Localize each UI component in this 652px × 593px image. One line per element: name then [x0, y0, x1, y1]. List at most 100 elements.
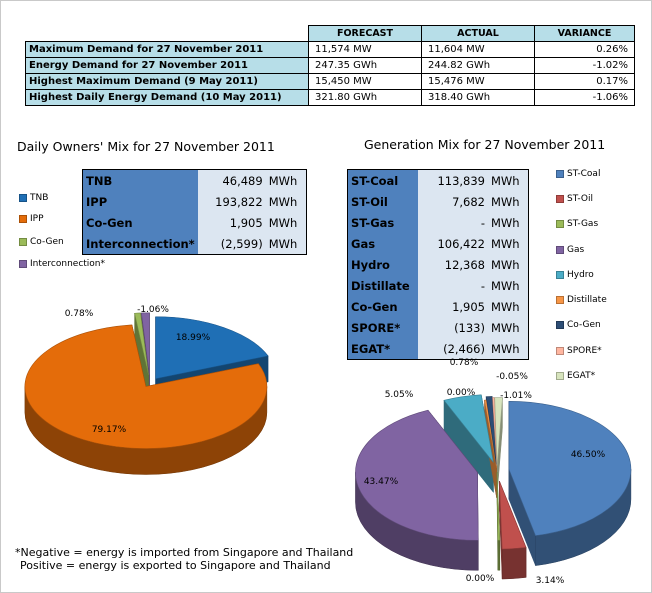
pie-slice-co-gen: [485, 396, 497, 465]
legend-swatch: [556, 371, 564, 380]
owners-mix-table: TNB 46,489 MWh IPP 193,822 MWh Co-Gen 1,905 MW…: [82, 169, 307, 255]
legend-label: Interconnection*: [30, 259, 106, 269]
legend-label: TNB: [30, 193, 49, 203]
legend-item: ST-Oil: [556, 194, 593, 204]
variance-cell: -1.06%: [534, 89, 635, 106]
legend-swatch: [556, 219, 564, 228]
table-row: Highest Daily Energy Demand (10 May 2011…: [25, 89, 635, 106]
table-row: Distillate - MWh: [347, 275, 529, 296]
source-label: ST-Coal: [347, 169, 418, 191]
pie-data-label: 79.17%: [92, 425, 127, 435]
source-unit: MWh: [265, 169, 307, 191]
table-row: TNB 46,489 MWh: [82, 169, 307, 191]
pie-slice-side: [501, 547, 527, 580]
owners-mix-title: Daily Owners' Mix for 27 November 2011: [17, 139, 275, 154]
pie-data-label: 5.05%: [385, 390, 414, 400]
table-row: Hydro 12,368 MWh: [347, 254, 529, 275]
source-label: ST-Gas: [347, 212, 418, 233]
source-label: Co-Gen: [347, 296, 418, 317]
source-value: (2,599): [197, 233, 266, 255]
pie-slice-hydro: [443, 394, 494, 463]
pie-chart-2: 46.50% 3.14% 0.00% 43.47% 5.05% 0.00% 0.78% -0.…: [355, 358, 632, 586]
table-row: IPP 193,822 MWh: [82, 191, 307, 212]
summary-corner: [25, 25, 309, 42]
legend-label: Gas: [567, 245, 585, 255]
source-label: Distillate: [347, 275, 418, 296]
source-label: TNB: [82, 169, 198, 191]
table-row: Maximum Demand for 27 November 2011 11,5…: [25, 41, 635, 58]
pie-slice-side: [497, 539, 501, 571]
pie-slice-egat: [494, 397, 503, 466]
legend-swatch: [556, 295, 564, 304]
legend-label: ST-Coal: [567, 169, 601, 179]
legend-label: Distillate: [567, 295, 607, 305]
pie-slice-interconnection: [141, 312, 150, 375]
row-label: Maximum Demand for 27 November 2011: [25, 41, 309, 58]
legend-item: TNB: [19, 193, 48, 203]
source-value: -: [418, 212, 488, 233]
row-label: Highest Maximum Demand (9 May 2011): [25, 73, 309, 90]
pie-slice-tnb: [155, 316, 269, 380]
table-row: Gas 106,422 MWh: [347, 233, 529, 254]
header-variance: VARIANCE: [534, 25, 635, 42]
legend-swatch: [556, 194, 564, 203]
legend-item: Interconnection*: [19, 259, 105, 269]
source-value: 193,822: [197, 191, 266, 212]
pie-data-label: -1.01%: [500, 391, 532, 401]
source-value: -: [418, 275, 488, 296]
legend-label: ST-Gas: [567, 219, 599, 229]
source-value: 106,422: [418, 233, 488, 254]
legend-swatch: [556, 320, 564, 329]
source-unit: MWh: [488, 212, 529, 233]
source-value: (2,466): [418, 338, 488, 360]
forecast-cell: 321.80 GWh: [308, 89, 422, 106]
source-unit: MWh: [488, 317, 529, 338]
legend-swatch: [556, 346, 564, 355]
legend-label: Co-Gen: [567, 320, 601, 330]
pie-slice-gas: [355, 409, 479, 541]
source-unit: MWh: [488, 338, 529, 360]
legend-item: Hydro: [556, 270, 594, 280]
pie-slice-spore: [492, 397, 498, 466]
source-label: EGAT*: [347, 338, 418, 360]
table-row: SPORE* (133) MWh: [347, 317, 529, 338]
pie-slice-st-gas: [496, 472, 501, 541]
generation-mix-title: Generation Mix for 27 November 2011: [364, 137, 606, 152]
pie-data-label: 0.78%: [450, 358, 479, 368]
pie-data-label: 43.47%: [364, 477, 399, 487]
source-label: Co-Gen: [82, 212, 198, 233]
table-row: Energy Demand for 27 November 2011 247.3…: [25, 57, 635, 74]
legend-label: IPP: [30, 214, 44, 224]
legend-item: ST-Coal: [556, 169, 600, 179]
pie-data-label: 0.00%: [466, 574, 495, 584]
source-value: 1,905: [197, 212, 266, 233]
source-label: Hydro: [347, 254, 418, 275]
table-row: Co-Gen 1,905 MWh: [347, 296, 529, 317]
legend-swatch: [556, 169, 564, 178]
demand-summary-table: FORECAST ACTUAL VARIANCE Maximum Demand …: [25, 25, 635, 106]
table-row: Interconnection* (2,599) MWh: [82, 233, 307, 255]
table-row: ST-Oil 7,682 MWh: [347, 191, 529, 212]
pie-chart-1: 18.99% 79.17% 0.78% -1.06%: [24, 305, 269, 475]
table-row: EGAT* (2,466) MWh: [347, 338, 529, 360]
source-value: 46,489: [197, 169, 266, 191]
pie-slice-st-coal: [508, 400, 632, 536]
source-value: 1,905: [418, 296, 488, 317]
table-row: Co-Gen 1,905 MWh: [82, 212, 307, 233]
source-value: 12,368: [418, 254, 488, 275]
source-value: 7,682: [418, 191, 488, 212]
table-row: ST-Gas - MWh: [347, 212, 529, 233]
source-label: ST-Oil: [347, 191, 418, 212]
source-label: Gas: [347, 233, 418, 254]
legend-label: EGAT*: [567, 371, 596, 381]
legend-swatch: [556, 245, 564, 254]
legend-swatch: [19, 259, 27, 268]
legend-item: EGAT*: [556, 371, 595, 381]
legend-item: Gas: [556, 245, 584, 255]
source-value: (133): [418, 317, 488, 338]
source-unit: MWh: [265, 212, 307, 233]
legend-item: Distillate: [556, 295, 607, 305]
footnote-line-2: Positive = energy is exported to Singapo…: [20, 559, 331, 572]
legend-swatch: [19, 214, 27, 223]
source-unit: MWh: [488, 296, 529, 317]
